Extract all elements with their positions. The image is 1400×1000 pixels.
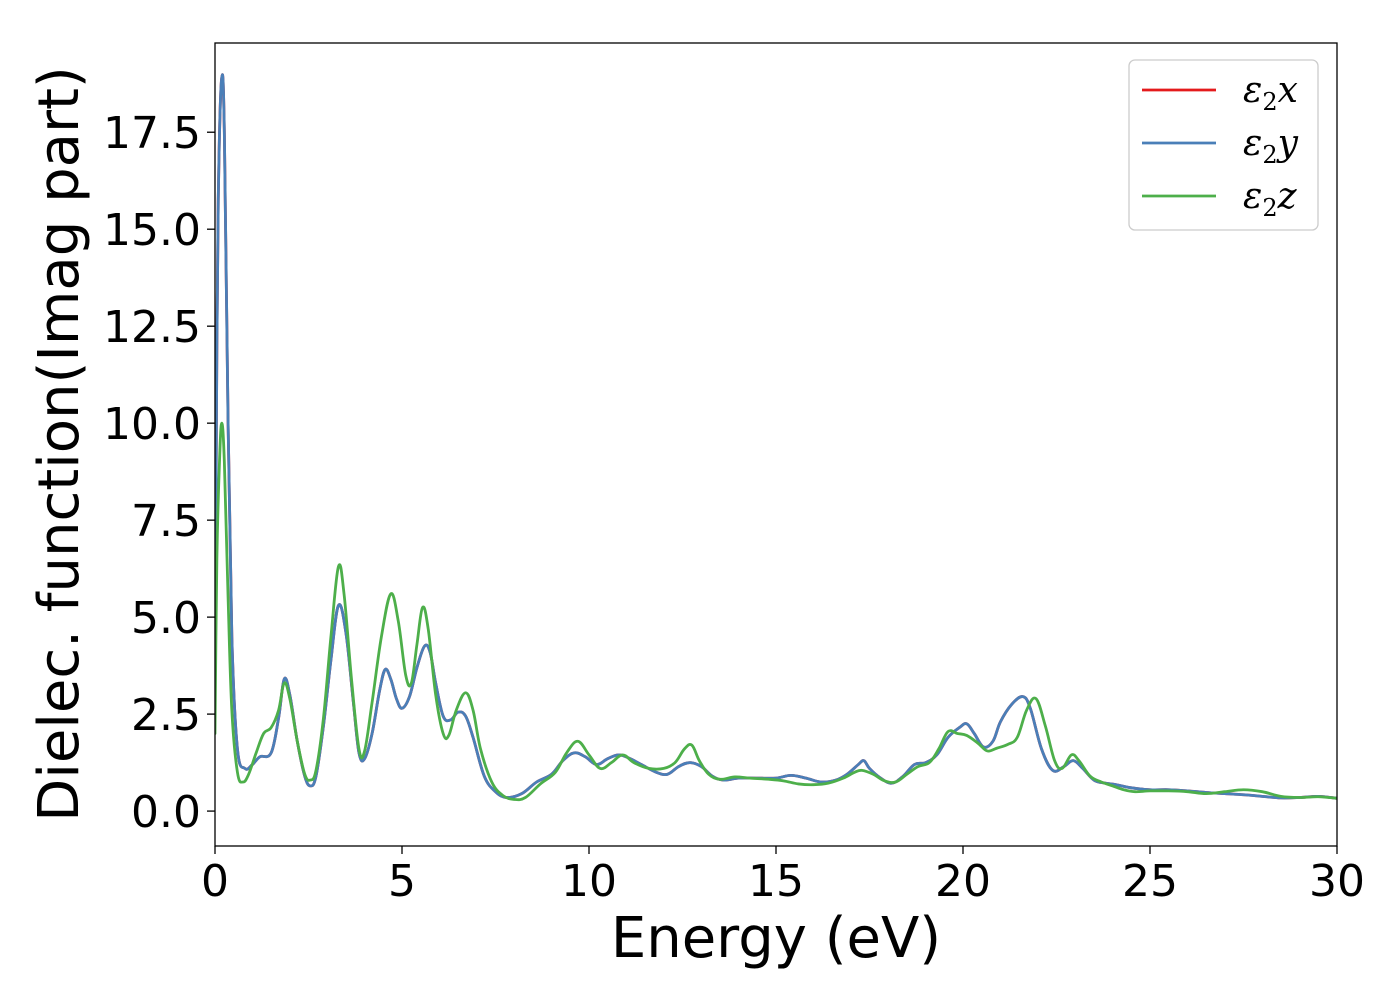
y-axis: 0.0 2.5 5.0 7.5 10.0 12.5 15.0 17.5 bbox=[103, 108, 215, 838]
y-tick-label: 10.0 bbox=[103, 399, 201, 450]
legend-box bbox=[1128, 59, 1319, 231]
legend-label-2: ε2y bbox=[1243, 123, 1299, 169]
x-tick-label: 20 bbox=[935, 856, 991, 907]
x-tick-label: 10 bbox=[561, 856, 617, 907]
x-axis-label: Energy (eV) bbox=[611, 906, 941, 971]
x-axis: 0 5 10 15 20 25 30 bbox=[201, 846, 1365, 907]
legend-label-1: ε2x bbox=[1243, 70, 1298, 116]
y-tick-label: 17.5 bbox=[103, 108, 201, 159]
y-axis-label: Dielec. function(Imag part) bbox=[27, 66, 92, 822]
legend-label-3: ε2z bbox=[1243, 176, 1298, 222]
y-tick-label: 0.0 bbox=[131, 787, 201, 838]
x-tick-label: 25 bbox=[1122, 856, 1178, 907]
series-line-3 bbox=[215, 421, 1337, 802]
y-tick-label: 15.0 bbox=[103, 205, 201, 256]
x-tick-label: 30 bbox=[1309, 856, 1365, 907]
legend: ε2x ε2y ε2z bbox=[1128, 59, 1319, 231]
y-tick-label: 2.5 bbox=[131, 690, 201, 741]
series-layer bbox=[215, 73, 1337, 802]
x-tick-label: 0 bbox=[201, 856, 229, 907]
y-tick-label: 5.0 bbox=[131, 593, 201, 644]
y-tick-label: 12.5 bbox=[103, 302, 201, 353]
x-tick-label: 5 bbox=[388, 856, 416, 907]
y-tick-label: 7.5 bbox=[131, 496, 201, 547]
x-tick-label: 15 bbox=[748, 856, 804, 907]
